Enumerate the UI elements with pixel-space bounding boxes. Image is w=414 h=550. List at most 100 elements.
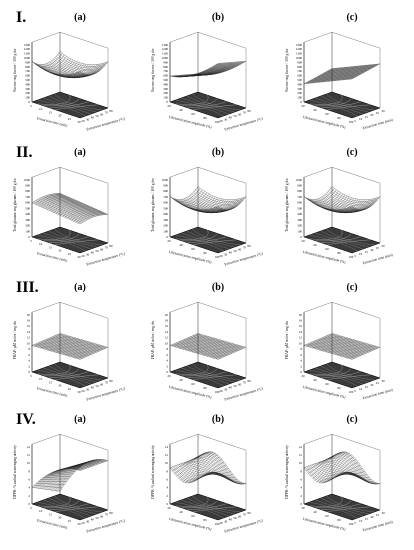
- z-axis-label: Fucose: mg fucose / 100 g dw: [285, 48, 289, 92]
- mesh-line: [31, 468, 81, 488]
- y-tick-label: 70: [105, 111, 109, 115]
- mesh-line: [35, 343, 84, 358]
- z-tick-label: 0: [28, 370, 30, 374]
- mesh-line: [79, 347, 109, 360]
- y-axis-label: Extraction time (min): [362, 388, 394, 401]
- contour-line: [175, 369, 224, 387]
- row-2: II. (a)01002003004005006007008009001000To…: [13, 144, 394, 266]
- mesh-line: [34, 344, 83, 359]
- contour-line: [320, 230, 369, 248]
- mesh-line: [217, 474, 247, 485]
- x-axis-label: Extraction time (min): [37, 386, 69, 398]
- contour-line: [55, 506, 99, 512]
- mesh-line: [75, 459, 104, 470]
- mesh-line: [207, 67, 236, 70]
- mesh-line: [351, 63, 381, 80]
- mesh-line: [71, 344, 100, 357]
- z-axis-label: Total glucans: mg glucans / 100 g dw: [285, 178, 289, 232]
- mesh-line: [31, 61, 81, 75]
- x-tick-label: 100: [349, 390, 354, 394]
- contour-line: [327, 239, 371, 245]
- mesh-line: [310, 342, 359, 357]
- y-tick-label: 60: [100, 382, 104, 386]
- x-axis-label: Extraction time (min): [37, 116, 69, 128]
- z-tick-label: 2: [28, 364, 30, 368]
- contour-line: [37, 234, 86, 252]
- z-tick-label: 6: [166, 477, 168, 481]
- z-tick-label: 0: [166, 370, 168, 374]
- mesh-line: [312, 341, 361, 356]
- x-tick-label: 100: [349, 120, 354, 124]
- x-tick-label: 20: [167, 104, 171, 108]
- contour-line: [54, 93, 103, 111]
- z-tick-label: 2: [300, 494, 302, 498]
- mesh-line: [77, 62, 106, 76]
- z-tick-label: 800: [163, 189, 168, 193]
- surface-mesh: [31, 51, 109, 78]
- x-tick-label: 40: [313, 378, 317, 382]
- mesh-line: [175, 343, 224, 358]
- y-tick-label: 50: [95, 249, 99, 253]
- back-wall-left: [169, 301, 199, 373]
- x-tick-label: 100: [349, 255, 354, 259]
- mesh-line: [338, 199, 368, 213]
- z-tick-label: 600: [25, 74, 30, 78]
- mesh-line: [343, 344, 372, 357]
- z-tick-label: 500: [25, 206, 30, 210]
- mesh-line: [349, 197, 378, 211]
- z-axis-label: Total glucans: mg glucans / 100 g dw: [13, 178, 17, 232]
- mesh-line: [43, 340, 92, 355]
- mesh-line: [303, 345, 353, 360]
- x-tick-label: 100: [215, 522, 220, 526]
- z-tick-label: 2: [300, 364, 302, 368]
- mesh-line: [44, 339, 93, 355]
- z-axis-label: Fucose: mg fucose / 100 g dw: [151, 48, 155, 92]
- y-tick-label: 30: [224, 387, 228, 391]
- y-tick-label: 50: [95, 114, 99, 118]
- x-tick-label: 15: [49, 512, 53, 516]
- contour-line: [187, 503, 227, 510]
- mesh-line: [345, 345, 374, 358]
- x-tick-label: 80: [337, 116, 341, 120]
- y-tick-label: 60: [238, 514, 242, 518]
- contour-line: [320, 95, 369, 113]
- x-axis-label: Extraction time (min): [37, 251, 69, 263]
- z-tick-label: 20: [27, 313, 31, 317]
- z-tick-label: 200: [297, 224, 302, 228]
- y-tick-label: 25: [376, 246, 380, 250]
- contour-line: [49, 236, 89, 243]
- mesh-line: [35, 200, 84, 222]
- mesh-line: [40, 197, 89, 220]
- z-tick-label: 400: [163, 82, 168, 86]
- mesh-line: [175, 198, 224, 213]
- mesh-line: [79, 460, 109, 471]
- z-tick-label: 0: [300, 370, 302, 374]
- panel-4-3: (c) 0 2 4 6 8 10 12 14 DPPH: % radical scavenging…: [285, 414, 394, 532]
- z-tick-label: 18: [27, 319, 31, 323]
- mesh-line: [311, 74, 360, 80]
- mesh-line: [45, 195, 95, 217]
- contour-line: [326, 363, 375, 381]
- contour-line: [48, 230, 97, 248]
- mesh-line: [309, 198, 358, 213]
- mesh-line: [75, 345, 104, 359]
- mesh-line: [316, 339, 365, 355]
- y-tick-label: 30: [86, 519, 90, 523]
- mesh-line: [59, 51, 109, 65]
- contour-line: [186, 497, 235, 515]
- mesh-line: [341, 344, 370, 357]
- z-tick-label: 4: [300, 359, 302, 363]
- z-tick-label: 14: [165, 445, 169, 449]
- mesh-line: [215, 62, 244, 65]
- panel-label-3-2: (b): [212, 282, 224, 293]
- z-tick-label: 200: [297, 91, 302, 95]
- mesh-line: [75, 212, 104, 223]
- mesh-line: [33, 344, 82, 359]
- contour-line: [175, 99, 224, 117]
- contour-line: [54, 495, 103, 513]
- contour-line: [186, 230, 235, 248]
- contour-line: [309, 99, 358, 117]
- mesh-line: [306, 77, 355, 83]
- x-tick-label: 60: [191, 382, 195, 386]
